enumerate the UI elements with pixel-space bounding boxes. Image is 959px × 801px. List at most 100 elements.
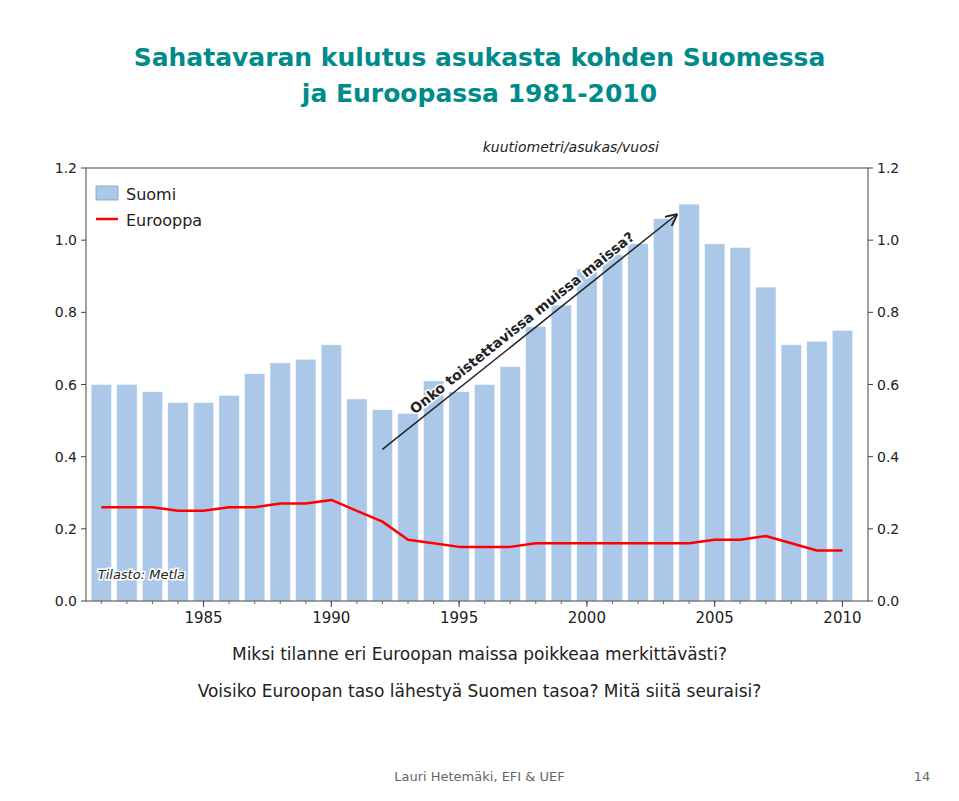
annotation-arrow <box>382 215 676 450</box>
x-minor-tick <box>126 601 127 604</box>
x-minor-tick <box>433 601 434 604</box>
x-minor-tick <box>638 601 639 604</box>
y-tick <box>81 456 86 457</box>
x-minor-tick <box>101 601 102 604</box>
x-minor-tick <box>152 601 153 604</box>
y2-tick-label: 0.4 <box>877 449 899 465</box>
bar <box>193 403 213 601</box>
x-minor-tick <box>663 601 664 604</box>
x-tick-label: 1990 <box>312 609 350 627</box>
bar <box>577 269 597 601</box>
x-minor-tick <box>791 601 792 604</box>
bar <box>602 255 622 601</box>
annotation: Onko toistettavissa muissa maissa? <box>407 228 637 416</box>
plot-frame <box>86 168 868 601</box>
x-tick-label: 1995 <box>440 609 478 627</box>
y2-tick <box>868 384 873 385</box>
x-minor-tick <box>280 601 281 604</box>
y2-tick <box>868 240 873 241</box>
x-tick <box>459 601 460 607</box>
bar <box>244 374 264 601</box>
y2-tick <box>868 601 873 602</box>
x-tick <box>842 601 843 607</box>
bar <box>704 244 724 601</box>
x-minor-tick <box>254 601 255 604</box>
bar <box>526 327 546 601</box>
y2-tick <box>868 168 873 169</box>
x-tick-label: 2010 <box>823 609 861 627</box>
bar <box>296 359 316 601</box>
y-tick-label: 1.2 <box>55 160 77 176</box>
legend-label: Eurooppa <box>126 211 202 230</box>
question: Miksi tilanne eri Euroopan maissa poikke… <box>232 644 727 664</box>
title: Sahatavaran kulutus asukasta kohden Suom… <box>134 43 826 72</box>
x-minor-tick <box>356 601 357 604</box>
bar <box>756 287 776 601</box>
bar <box>372 410 392 601</box>
y2-tick-label: 0.8 <box>877 304 899 320</box>
bar <box>500 366 520 601</box>
bar <box>270 363 290 601</box>
plot-data <box>91 204 853 601</box>
y-tick <box>81 528 86 529</box>
legend: Suomi Eurooppa <box>96 185 202 230</box>
y2-tick-label: 0.2 <box>877 521 899 537</box>
x-minor-tick <box>382 601 383 604</box>
legend-label: Suomi <box>126 185 176 204</box>
x-tick <box>714 601 715 607</box>
x-minor-tick <box>765 601 766 604</box>
x-minor-tick <box>612 601 613 604</box>
x-minor-tick <box>484 601 485 604</box>
bar <box>628 244 648 601</box>
y2-tick-label: 0.0 <box>877 593 899 609</box>
x-minor-tick <box>740 601 741 604</box>
y-tick <box>81 240 86 241</box>
bar <box>449 392 469 601</box>
x-minor-tick <box>816 601 817 604</box>
x-tick-label: 2005 <box>696 609 734 627</box>
bar <box>347 399 367 601</box>
page-number: 14 <box>914 769 931 784</box>
y-tick-label: 0.6 <box>55 377 77 393</box>
title: ja Euroopassa 1981-2010 <box>301 79 657 108</box>
x-tick <box>203 601 204 607</box>
y2-tick-label: 1.0 <box>877 232 899 248</box>
x-minor-tick <box>689 601 690 604</box>
y-tick-label: 1.0 <box>55 232 77 248</box>
x-minor-tick <box>178 601 179 604</box>
x-minor-tick <box>510 601 511 604</box>
y-tick <box>81 168 86 169</box>
y2-tick <box>868 456 873 457</box>
x-minor-tick <box>535 601 536 604</box>
bar <box>398 413 418 601</box>
y2-tick-label: 0.6 <box>877 377 899 393</box>
x-tick-label: 1985 <box>184 609 222 627</box>
line <box>101 500 842 551</box>
y2-tick-label: 1.2 <box>877 160 899 176</box>
legend-swatch <box>96 218 118 221</box>
x-minor-tick <box>229 601 230 604</box>
x-minor-tick <box>408 601 409 604</box>
bar <box>551 305 571 601</box>
y-tick <box>81 601 86 602</box>
y-tick-label: 0.2 <box>55 521 77 537</box>
question: Voisiko Euroopan taso lähestyä Suomen ta… <box>198 681 762 701</box>
x-tick <box>331 601 332 607</box>
y-axis-label: kuutiometri/asukas/vuosi <box>483 139 659 155</box>
y2-tick <box>868 312 873 313</box>
chart: Sahatavaran kulutus asukasta kohden Suom… <box>0 0 959 801</box>
bar <box>832 330 852 601</box>
y-tick <box>81 312 86 313</box>
x-minor-tick <box>305 601 306 604</box>
x-tick <box>586 601 587 607</box>
bar <box>730 247 750 601</box>
bar <box>321 345 341 601</box>
axes: 0.00.20.40.60.81.01.20.00.20.40.60.81.01… <box>55 160 900 627</box>
x-tick-label: 2000 <box>568 609 606 627</box>
y-tick-label: 0.0 <box>55 593 77 609</box>
bar <box>781 345 801 601</box>
footer: Lauri Hetemäki, EFI & UEF <box>394 769 565 784</box>
source: Tilasto: Metla <box>98 567 185 582</box>
bar <box>807 341 827 601</box>
bar <box>474 385 494 602</box>
